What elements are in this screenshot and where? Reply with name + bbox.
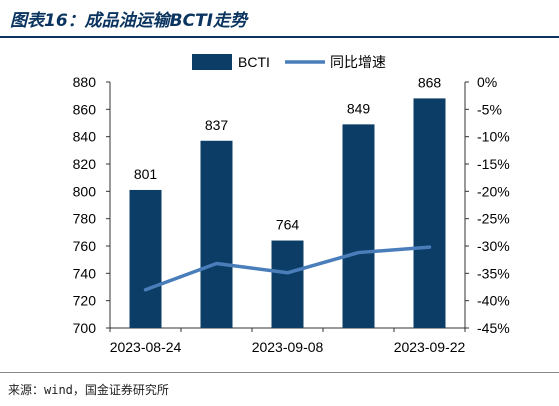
bcti-data-label: 849 — [347, 100, 371, 116]
legend-bcti-label: BCTI — [238, 54, 270, 70]
bcti-bar — [413, 98, 446, 329]
bcti-bar — [200, 140, 233, 328]
title-divider — [0, 36, 559, 38]
right-axis-tick-label: -5% — [477, 101, 502, 117]
left-axis-tick-label: 820 — [73, 156, 97, 172]
bcti-data-label: 837 — [205, 117, 229, 133]
bcti-bar — [271, 240, 304, 328]
left-axis-tick-label: 800 — [73, 183, 97, 199]
right-axis-tick-label: -10% — [477, 129, 510, 145]
left-axis-tick-label: 700 — [73, 320, 97, 336]
bcti-bar — [342, 124, 375, 328]
left-axis-tick-label: 840 — [73, 129, 97, 145]
source-divider — [0, 372, 559, 373]
figure-title: 图表16：成品油运输BCTI走势 — [10, 11, 248, 31]
bcti-bar — [129, 189, 162, 328]
x-axis-tick-label: 2023-08-24 — [110, 339, 182, 355]
right-axis-tick-label: -40% — [477, 293, 510, 309]
left-axis-tick-label: 720 — [73, 293, 97, 309]
left-axis-tick-label: 760 — [73, 238, 97, 254]
bcti-data-label: 868 — [418, 74, 442, 90]
legend-bcti-swatch — [192, 54, 232, 70]
bcti-data-label: 764 — [276, 217, 300, 233]
legend-yoy-label: 同比增速 — [330, 55, 386, 71]
left-axis-tick-label: 740 — [73, 265, 97, 281]
right-axis-tick-label: -30% — [477, 238, 510, 254]
bcti-chart: 700 720 740 760 780 800 820 840 860 880 -45% -40% -3… — [73, 54, 510, 355]
left-axis-tick-label: 880 — [73, 74, 97, 90]
right-axis-tick-label: -35% — [477, 265, 510, 281]
left-axis-tick-label: 780 — [73, 211, 97, 227]
right-axis-tick-label: -20% — [477, 183, 510, 199]
right-axis-tick-label: -15% — [477, 156, 510, 172]
right-axis-tick-label: 0% — [477, 74, 497, 90]
source-note: 来源：wind，国金证券研究所 — [8, 383, 169, 397]
bcti-data-label: 801 — [134, 166, 158, 182]
right-axis-tick-label: -45% — [477, 320, 510, 336]
right-axis-tick-label: -25% — [477, 211, 510, 227]
x-axis-tick-label: 2023-09-08 — [252, 339, 324, 355]
left-axis-tick-label: 860 — [73, 101, 97, 117]
yoy-growth-line — [143, 245, 432, 292]
x-axis-tick-label: 2023-09-22 — [394, 339, 466, 355]
